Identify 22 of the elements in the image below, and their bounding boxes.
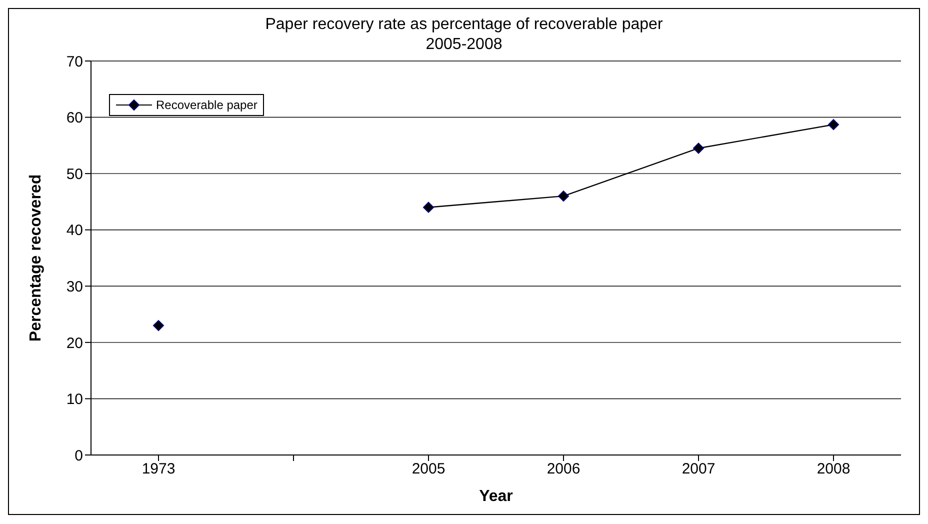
y-tick-label: 0 [74, 447, 83, 464]
legend-label: Recoverable paper [156, 98, 258, 112]
y-tick-label: 60 [66, 110, 83, 127]
x-tick-label: 2008 [816, 460, 850, 478]
point [423, 202, 434, 213]
y-tick-label: 10 [66, 391, 83, 408]
x-tick-label: 1973 [142, 460, 176, 478]
y-tick-label: 50 [66, 166, 83, 183]
point [693, 142, 704, 154]
x-tick-label: 2007 [682, 460, 716, 478]
chart-title: Paper recovery rate as percentage of recoverable paper 2005-2008 [264, 15, 664, 55]
x-tick-label: 2005 [412, 460, 446, 478]
y-axis-title: Percentage recovered [28, 174, 45, 342]
point [558, 190, 569, 202]
x-axis-title: Year [479, 488, 513, 505]
point [828, 119, 839, 130]
y-tick-label: 40 [66, 222, 83, 240]
y-tick-label: 30 [66, 278, 83, 296]
y-tick-label: 70 [66, 53, 83, 70]
x-tick-label: 2006 [546, 460, 580, 478]
point [153, 320, 164, 332]
y-tick-label: 20 [66, 334, 83, 352]
